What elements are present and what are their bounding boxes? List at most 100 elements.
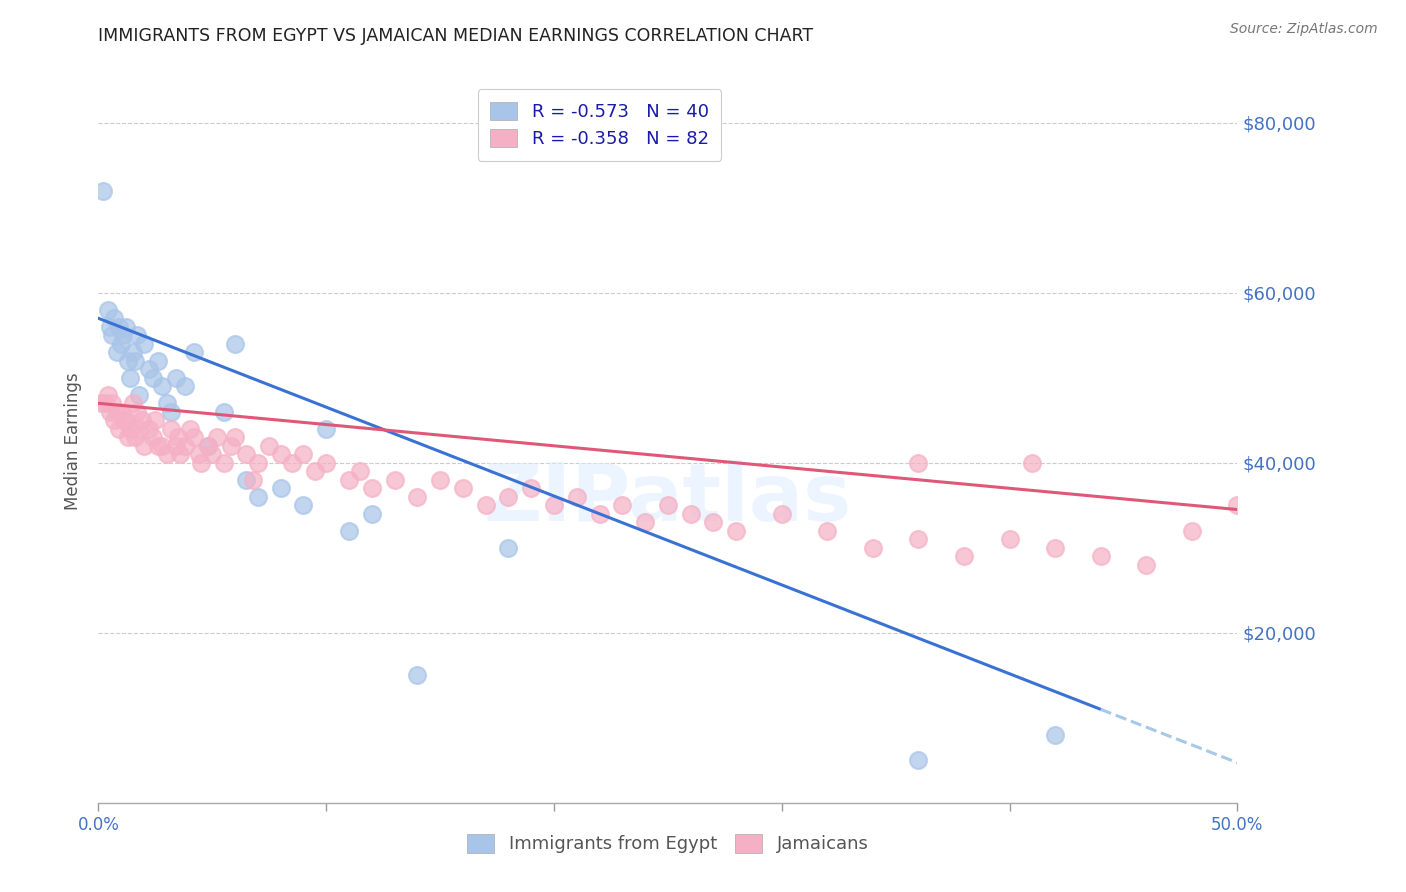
Y-axis label: Median Earnings: Median Earnings xyxy=(65,373,83,510)
Legend: Immigrants from Egypt, Jamaicans: Immigrants from Egypt, Jamaicans xyxy=(454,822,882,866)
Point xyxy=(108,422,131,436)
Point xyxy=(281,456,304,470)
Point xyxy=(190,456,212,470)
Point xyxy=(90,396,112,410)
Point xyxy=(1043,728,1066,742)
Point xyxy=(150,439,173,453)
Point xyxy=(128,422,150,436)
Point xyxy=(1135,558,1157,572)
Point xyxy=(201,447,224,461)
Point xyxy=(907,533,929,547)
Point xyxy=(91,184,114,198)
Point xyxy=(165,371,187,385)
Point xyxy=(1021,456,1043,470)
Point xyxy=(304,464,326,478)
Point xyxy=(565,490,588,504)
Text: Source: ZipAtlas.com: Source: ZipAtlas.com xyxy=(1230,22,1378,37)
Point xyxy=(725,524,748,538)
Point xyxy=(132,439,155,453)
Text: ZIPatlas: ZIPatlas xyxy=(484,460,852,539)
Point xyxy=(160,422,183,436)
Point xyxy=(105,405,128,419)
Point xyxy=(679,507,702,521)
Point xyxy=(474,498,496,512)
Point xyxy=(120,371,142,385)
Point xyxy=(98,405,121,419)
Point xyxy=(543,498,565,512)
Point xyxy=(121,396,143,410)
Point xyxy=(96,302,118,317)
Point xyxy=(1043,541,1066,555)
Point xyxy=(429,473,451,487)
Point xyxy=(315,456,337,470)
Point xyxy=(998,533,1021,547)
Point xyxy=(174,379,197,393)
Point xyxy=(520,481,543,495)
Point xyxy=(270,447,292,461)
Text: IMMIGRANTS FROM EGYPT VS JAMAICAN MEDIAN EARNINGS CORRELATION CHART: IMMIGRANTS FROM EGYPT VS JAMAICAN MEDIAN… xyxy=(98,27,814,45)
Point xyxy=(337,524,360,538)
Point xyxy=(349,464,371,478)
Point xyxy=(94,396,117,410)
Point xyxy=(770,507,793,521)
Point xyxy=(451,481,474,495)
Point xyxy=(114,319,136,334)
Point xyxy=(657,498,679,512)
Point xyxy=(156,447,179,461)
Point xyxy=(169,447,191,461)
Point xyxy=(1226,498,1249,512)
Point xyxy=(121,345,143,359)
Point xyxy=(117,353,139,368)
Point xyxy=(406,490,429,504)
Point xyxy=(259,439,281,453)
Point xyxy=(1090,549,1112,564)
Point xyxy=(187,447,209,461)
Point xyxy=(160,405,183,419)
Point xyxy=(150,379,173,393)
Point xyxy=(103,311,125,326)
Point xyxy=(132,336,155,351)
Point xyxy=(146,439,169,453)
Point xyxy=(165,439,187,453)
Point xyxy=(634,516,657,530)
Point xyxy=(360,481,382,495)
Point xyxy=(183,345,205,359)
Point xyxy=(138,362,160,376)
Point xyxy=(138,422,160,436)
Point xyxy=(101,328,124,343)
Point xyxy=(103,413,125,427)
Point xyxy=(498,541,520,555)
Point xyxy=(907,456,929,470)
Point xyxy=(360,507,382,521)
Point xyxy=(128,388,150,402)
Point xyxy=(498,490,520,504)
Point xyxy=(124,430,146,444)
Point xyxy=(337,473,360,487)
Point xyxy=(131,413,153,427)
Point xyxy=(183,430,205,444)
Point xyxy=(114,413,136,427)
Point xyxy=(384,473,406,487)
Point xyxy=(205,430,228,444)
Point xyxy=(224,430,246,444)
Point xyxy=(219,439,242,453)
Point xyxy=(246,490,269,504)
Point xyxy=(612,498,634,512)
Point xyxy=(197,439,219,453)
Point xyxy=(96,388,118,402)
Point xyxy=(953,549,976,564)
Point xyxy=(246,456,269,470)
Point xyxy=(110,336,132,351)
Point xyxy=(292,447,315,461)
Point xyxy=(292,498,315,512)
Point xyxy=(212,405,235,419)
Point xyxy=(98,319,121,334)
Point xyxy=(1181,524,1204,538)
Point xyxy=(907,753,929,767)
Point xyxy=(406,668,429,682)
Point xyxy=(815,524,838,538)
Point xyxy=(145,413,167,427)
Point xyxy=(117,430,139,444)
Point xyxy=(174,439,197,453)
Point xyxy=(142,430,165,444)
